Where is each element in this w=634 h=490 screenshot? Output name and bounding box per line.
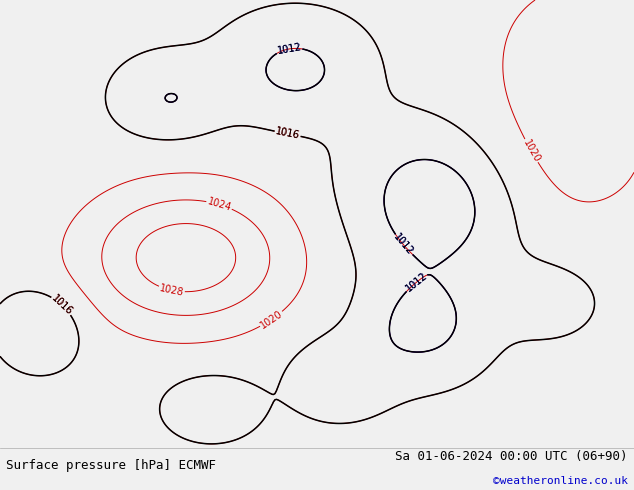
Text: 1016: 1016 <box>275 126 301 141</box>
Text: 1016: 1016 <box>275 126 301 141</box>
Text: 1016: 1016 <box>49 293 74 317</box>
Text: 1020: 1020 <box>259 308 285 330</box>
Text: 1012: 1012 <box>404 271 429 294</box>
Text: 1012: 1012 <box>276 42 302 56</box>
Text: 1012: 1012 <box>404 271 429 294</box>
Text: 1012: 1012 <box>276 42 302 56</box>
Text: 1012: 1012 <box>392 232 415 258</box>
Text: Surface pressure [hPa] ECMWF: Surface pressure [hPa] ECMWF <box>6 459 216 472</box>
Text: 1020: 1020 <box>521 138 541 164</box>
Text: Sa 01-06-2024 00:00 UTC (06+90): Sa 01-06-2024 00:00 UTC (06+90) <box>395 450 628 464</box>
Text: ©weatheronline.co.uk: ©weatheronline.co.uk <box>493 476 628 486</box>
Text: 1016: 1016 <box>49 293 74 317</box>
Text: 1028: 1028 <box>158 283 184 297</box>
Text: 1012: 1012 <box>392 232 415 258</box>
Text: 1024: 1024 <box>206 196 233 213</box>
